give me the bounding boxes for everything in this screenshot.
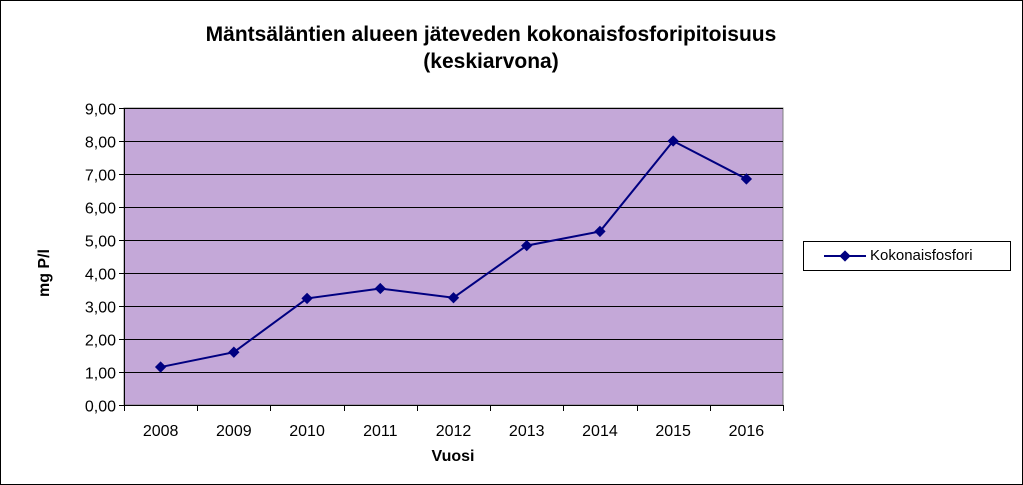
x-tick-label: 2010 (289, 423, 325, 440)
chart-title-line-1: Mäntsäläntien alueen jäteveden kokonaisf… (205, 23, 777, 46)
y-tick-label: 4,00 (85, 267, 116, 284)
x-axis-title: Vuosi (431, 448, 475, 465)
y-tick-label: 8,00 (85, 135, 116, 152)
legend-marker-icon (824, 250, 866, 262)
data-point (154, 361, 167, 373)
y-tick-label: 0,00 (85, 399, 116, 416)
y-tick-label: 9,00 (85, 102, 116, 119)
x-tick-label: 2014 (582, 423, 618, 440)
data-point (740, 173, 753, 185)
y-tick-label: 7,00 (85, 168, 116, 185)
y-tick-label: 3,00 (85, 300, 116, 317)
data-point (301, 292, 313, 305)
x-tick-label: 2013 (509, 423, 545, 440)
data-point (447, 292, 460, 304)
legend-label: Kokonaisfosfori (870, 247, 973, 264)
x-tick-label: 2015 (655, 423, 691, 440)
data-point (594, 225, 606, 238)
data-point (521, 239, 533, 252)
x-tick-label: 2011 (363, 423, 398, 440)
x-tick-label: 2012 (436, 423, 472, 440)
y-tick-label: 2,00 (85, 333, 116, 350)
x-tick-label: 2008 (143, 423, 179, 440)
data-point (374, 282, 386, 295)
chart-title: Mäntsäläntien alueen jäteveden kokonaisf… (1, 21, 981, 75)
chart-title-line-2: (keskiarvona) (423, 50, 559, 73)
legend: Kokonaisfosfori (803, 241, 1011, 271)
x-tick-label: 2016 (729, 423, 765, 440)
data-point (667, 135, 679, 147)
x-tick-label: 2009 (216, 423, 252, 440)
data-point (228, 346, 240, 358)
y-axis-title: mg P/l (36, 248, 53, 298)
plot-area (123, 107, 784, 406)
y-tick-label: 6,00 (85, 201, 116, 218)
y-tick-label: 5,00 (85, 234, 116, 251)
y-tick-label: 1,00 (85, 366, 116, 383)
